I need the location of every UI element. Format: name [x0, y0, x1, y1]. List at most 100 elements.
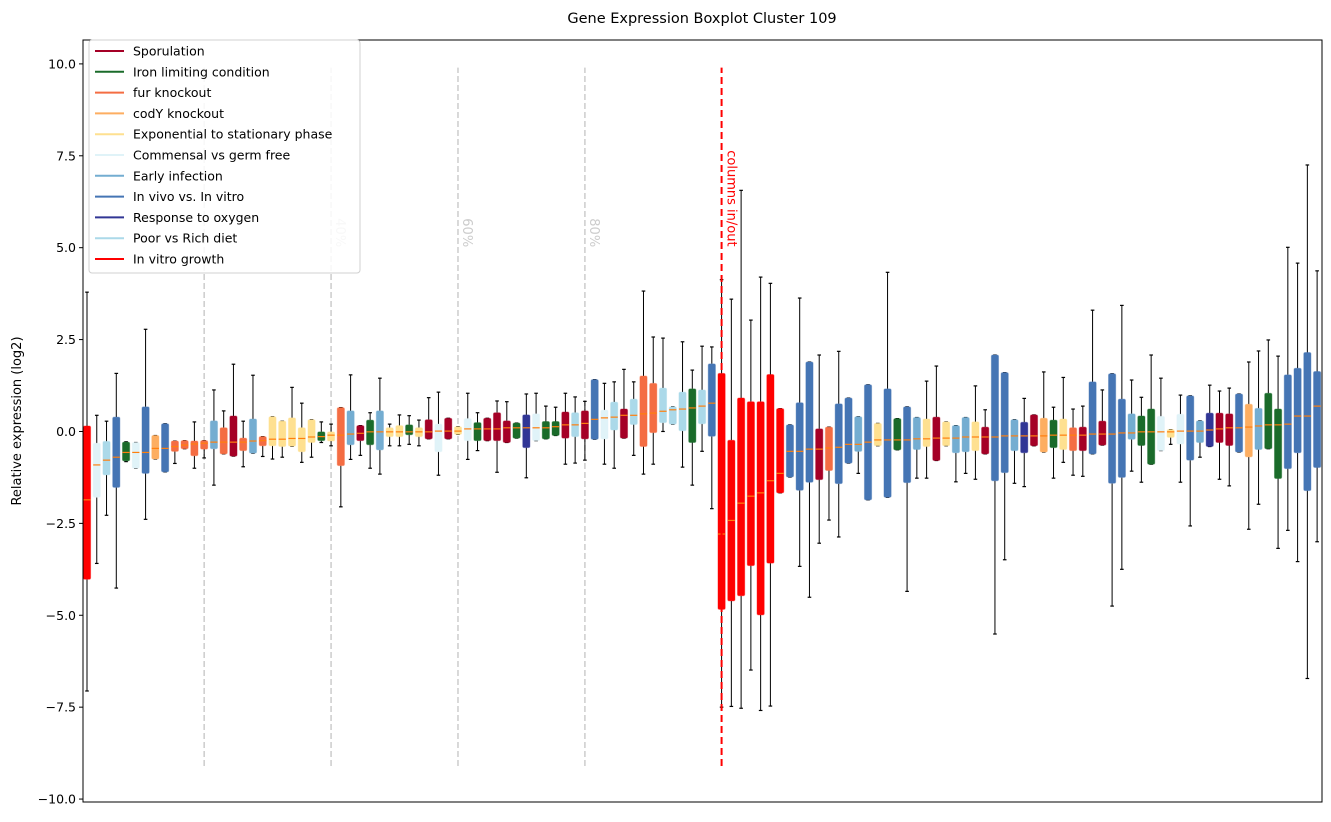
box-18: [248, 374, 258, 454]
box-32: [385, 423, 394, 447]
box-body: [1303, 351, 1312, 492]
box-body: [375, 410, 384, 451]
y-tick-label: −2.5: [46, 516, 76, 531]
legend-label: Iron limiting condition: [133, 64, 270, 79]
legend-item: Response to oxygen: [95, 210, 259, 225]
legend-item: Iron limiting condition: [95, 64, 270, 79]
box-body: [131, 442, 140, 469]
box-body: [678, 391, 687, 432]
box-body: [619, 408, 629, 439]
box-100: [1049, 406, 1058, 479]
box-body: [307, 419, 316, 444]
box-109: [1137, 396, 1146, 483]
box-body: [658, 387, 668, 424]
box-body: [541, 421, 550, 440]
box-body: [590, 379, 599, 440]
box-41: [473, 412, 482, 452]
box-116: [1205, 384, 1214, 448]
y-tick-label: 2.5: [56, 332, 76, 347]
box-body: [112, 416, 121, 488]
cutoff-label: columns in/out: [724, 150, 739, 246]
box-body: [522, 414, 531, 449]
box-body: [229, 415, 238, 457]
box-30: [366, 412, 375, 469]
box-body: [326, 431, 336, 442]
box-42: [483, 417, 492, 442]
box-6: [131, 441, 140, 469]
box-117: [1215, 390, 1224, 480]
box-body: [1107, 373, 1117, 484]
legend-item: Early infection: [95, 168, 223, 183]
box-body: [463, 418, 472, 442]
box-12: [190, 421, 199, 469]
box-body: [395, 425, 404, 438]
box-body: [766, 374, 775, 564]
box-body: [942, 421, 951, 447]
box-24: [307, 419, 316, 458]
box-7: [141, 328, 150, 520]
box-119: [1234, 393, 1244, 453]
y-axis: 10.0 7.5 5.0 2.5 0.0 −2.5 −5.0 −7.5 −10.0: [38, 56, 83, 807]
box-66: [717, 279, 726, 708]
box-body: [697, 389, 707, 425]
box-49: [551, 406, 560, 437]
box-body: [1098, 420, 1107, 446]
box-body: [629, 398, 638, 425]
box-11: [180, 440, 189, 450]
box-20: [268, 416, 277, 460]
box-body: [912, 417, 921, 450]
box-17: [239, 420, 248, 468]
legend-label: In vivo vs. In vitro: [133, 189, 244, 204]
box-91: [961, 416, 970, 474]
box-body: [883, 388, 892, 498]
box-body: [424, 419, 433, 440]
box-22: [287, 386, 297, 447]
legend-item: Poor vs Rich diet: [95, 231, 237, 246]
box-body: [776, 408, 785, 494]
box-94: [990, 354, 1000, 635]
box-body: [795, 402, 804, 491]
box-38: [444, 417, 453, 440]
percentile-label: 60%: [459, 218, 474, 247]
box-body: [239, 437, 248, 452]
legend: Sporulation Iron limiting condition fur kn…: [88, 39, 361, 274]
box-body: [1176, 413, 1185, 445]
y-tick-label: −7.5: [46, 700, 76, 715]
box-125: [1293, 262, 1302, 563]
legend-label: In vitro growth: [133, 252, 224, 267]
box-90: [951, 424, 960, 483]
box-68: [737, 189, 746, 709]
legend-label: Commensal vs germ free: [133, 148, 290, 163]
box-body: [981, 426, 990, 455]
box-29: [356, 424, 365, 456]
box-84: [893, 418, 902, 451]
box-46: [522, 393, 531, 479]
box-95: [1000, 372, 1009, 561]
box-43: [492, 400, 502, 473]
box-body: [610, 401, 619, 431]
legend-label: codY knockout: [133, 106, 224, 121]
box-body: [1127, 413, 1136, 440]
box-40: [463, 392, 472, 461]
box-85: [902, 406, 912, 592]
box-70: [756, 276, 765, 712]
boxes: [82, 164, 1322, 712]
box-body: [1166, 429, 1175, 438]
box-4: [112, 372, 121, 589]
y-tick-label: −10.0: [38, 792, 76, 807]
box-body: [844, 397, 853, 464]
box-88: [932, 365, 941, 462]
box-body: [1293, 367, 1302, 454]
box-97: [1020, 397, 1029, 488]
box-37: [434, 391, 443, 476]
box-body: [580, 410, 590, 440]
box-body: [473, 422, 482, 442]
box-118: [1225, 387, 1234, 487]
box-body: [1264, 392, 1273, 450]
box-body: [512, 422, 521, 439]
box-78: [834, 350, 843, 538]
legend-label: Response to oxygen: [133, 210, 259, 225]
box-73: [785, 424, 795, 478]
box-body: [1283, 374, 1292, 470]
legend-item: codY knockout: [95, 106, 224, 121]
